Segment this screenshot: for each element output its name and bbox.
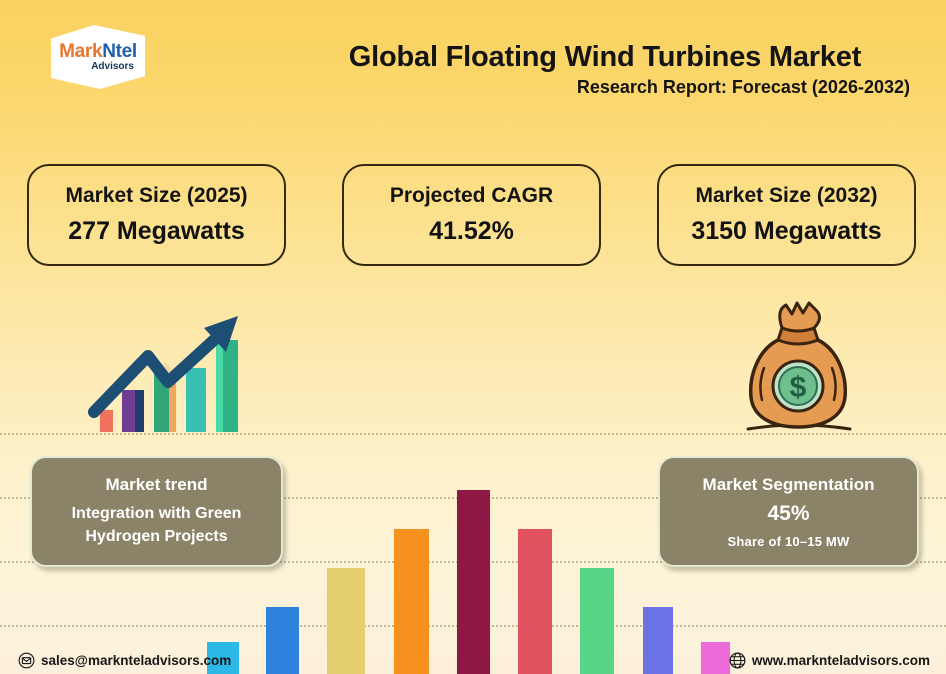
stat-box-projected-cagr: Projected CAGR 41.52% [342, 164, 601, 266]
market-trend-callout: Market trend Integration with Green Hydr… [30, 456, 283, 567]
footer-email[interactable]: sales@marknteladvisors.com [18, 652, 231, 669]
page-title: Global Floating Wind Turbines Market [348, 41, 862, 73]
market-trend-body: Integration with Green Hydrogen Projects [71, 504, 242, 545]
market-trend-title: Market trend [105, 474, 208, 494]
stats-row: Market Size (2025) 277 Megawatts Project… [27, 164, 916, 266]
decorative-bar [266, 607, 299, 674]
money-bag-icon: $ [738, 298, 858, 448]
page-subtitle: Research Report: Forecast (2026-2032) [576, 77, 910, 97]
stat-value: 41.52% [429, 217, 514, 245]
stat-box-market-size-2025: Market Size (2025) 277 Megawatts [27, 164, 286, 266]
stat-label: Market Size (2032) [695, 184, 878, 207]
gridline [0, 433, 946, 435]
decorative-bar [457, 490, 490, 674]
decorative-bar [701, 642, 730, 674]
markntel-logo: MarkNtel Advisors [51, 25, 145, 89]
decorative-bar [207, 642, 239, 674]
stat-value: 277 Megawatts [68, 217, 245, 245]
stat-label: Market Size (2025) [65, 184, 248, 207]
logo-wordmark: MarkNtel [59, 42, 137, 61]
market-segmentation-note: Share of 10–15 MW [727, 533, 850, 549]
envelope-icon [18, 652, 35, 669]
growth-chart-icon [86, 300, 246, 445]
decorative-bar [394, 529, 429, 674]
logo-part-mark: Mark [59, 41, 103, 62]
dollar-sign-glyph: $ [790, 371, 807, 404]
decorative-bar [643, 607, 673, 674]
stat-label: Projected CAGR [389, 184, 554, 207]
stat-box-market-size-2032: Market Size (2032) 3150 Megawatts [657, 164, 916, 266]
decorative-bar [327, 568, 365, 674]
decorative-bar [518, 529, 552, 674]
decorative-bar [580, 568, 614, 674]
market-segmentation-value: 45% [767, 501, 810, 525]
header-title-block: Global Floating Wind Turbines Market Res… [300, 41, 910, 98]
logo-subtitle: Advisors [91, 61, 134, 72]
market-segmentation-title: Market Segmentation [702, 474, 875, 494]
globe-icon [729, 652, 746, 669]
stat-value: 3150 Megawatts [691, 217, 882, 245]
market-segmentation-callout: Market Segmentation 45% Share of 10–15 M… [658, 456, 919, 567]
footer-website-text: www.marknteladvisors.com [751, 653, 930, 668]
logo-part-ntel: Ntel [102, 41, 137, 62]
footer-email-text: sales@marknteladvisors.com [41, 653, 232, 668]
footer-website[interactable]: www.marknteladvisors.com [729, 652, 930, 669]
